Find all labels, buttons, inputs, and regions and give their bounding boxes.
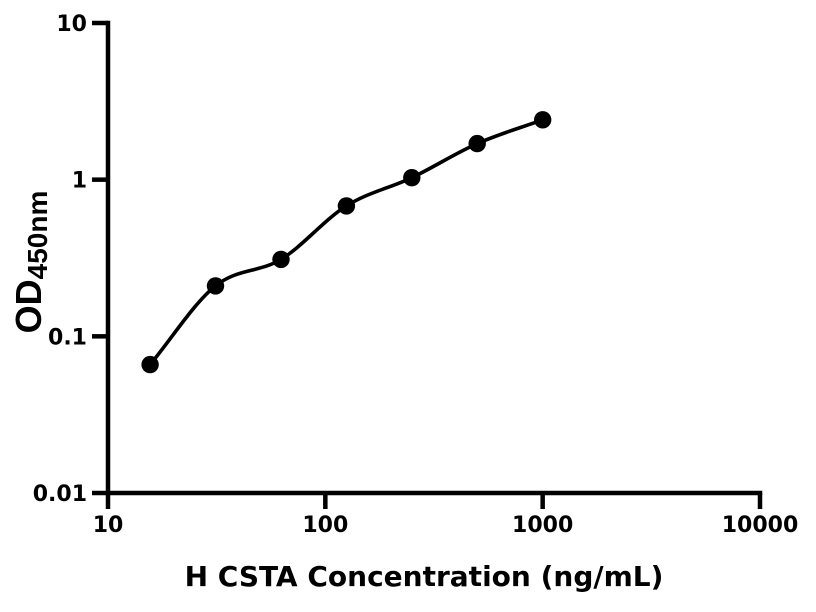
data-points (141, 111, 552, 374)
data-point-marker (468, 134, 486, 153)
data-point-marker (141, 355, 159, 374)
y-tick-label: 10 (56, 12, 87, 37)
data-point-marker (534, 111, 552, 129)
y-tick-label: 1 (72, 169, 87, 194)
y-axis-title-subscript: 450nm (22, 191, 53, 280)
y-tick-label: 0.1 (48, 325, 87, 350)
x-tick-label: 100 (302, 513, 348, 538)
data-point-marker (272, 250, 290, 269)
x-tick-label: 10000 (722, 513, 799, 538)
y-axis-title-base: OD (8, 279, 49, 333)
data-point-marker (403, 169, 421, 187)
y-tick-label: 0.01 (33, 482, 87, 507)
x-axis-title: H CSTA Concentration (ng/mL) (185, 560, 664, 593)
y-axis-title: OD450nm (8, 191, 53, 334)
y-axis: 0.01 0.1 1 10 (33, 12, 111, 507)
x-axis: 10 100 1000 10000 (93, 490, 799, 538)
x-tick-label: 10 (93, 513, 124, 538)
data-point-marker (337, 197, 356, 215)
x-tick-label: 1000 (512, 513, 573, 538)
data-point-marker (206, 277, 225, 295)
